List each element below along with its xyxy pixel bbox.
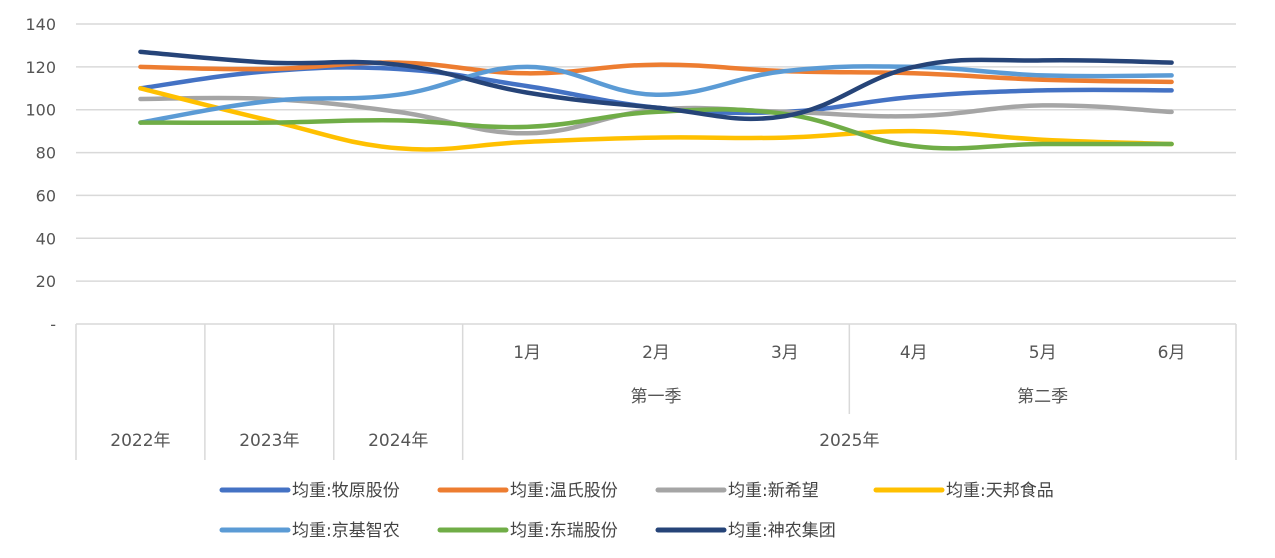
x-tick-label-month: 3月 <box>771 343 799 363</box>
x-tick-label-month: 1月 <box>513 343 541 363</box>
legend-item: 均重:温氏股份 <box>437 481 618 501</box>
x-tick-label-year: 2025年 <box>819 431 879 451</box>
legend-label: 均重:天邦食品 <box>946 481 1054 501</box>
x-tick-label-month: 6月 <box>1158 343 1186 363</box>
x-tick-label-quarter: 第二季 <box>1017 387 1068 407</box>
y-tick-label: 40 <box>36 229 56 248</box>
legend-label: 均重:温氏股份 <box>510 481 618 501</box>
series-lines <box>138 49 1174 152</box>
series-line-7 <box>138 49 1174 122</box>
legend-label: 均重:东瑞股份 <box>510 521 618 541</box>
y-tick-label: 120 <box>25 58 56 77</box>
y-tick-label: 100 <box>25 101 56 120</box>
legend-label: 均重:神农集团 <box>728 521 836 541</box>
x-tick-label-year: 2023年 <box>239 431 299 451</box>
y-tick-label: 140 <box>25 15 56 34</box>
legend-item: 均重:牧原股份 <box>219 481 400 501</box>
x-tick-label-quarter: 第一季 <box>631 387 682 407</box>
y-tick-label: - <box>50 315 56 334</box>
legend-label: 均重:牧原股份 <box>292 481 400 501</box>
legend-item: 均重:京基智农 <box>219 521 400 541</box>
y-tick-label: 60 <box>36 186 56 205</box>
x-tick-label-year: 2024年 <box>368 431 428 451</box>
legend-label: 均重:新希望 <box>728 481 819 501</box>
series-line-5 <box>138 64 1174 125</box>
legend-item: 均重:东瑞股份 <box>437 521 618 541</box>
x-tick-label-month: 4月 <box>900 343 928 363</box>
series-line-6 <box>138 107 1174 151</box>
series-line-2 <box>138 60 1174 85</box>
x-tick-label-month: 2月 <box>642 343 670 363</box>
legend-item: 均重:神农集团 <box>655 521 836 541</box>
y-tick-label: 20 <box>36 272 56 291</box>
x-tick-label-year: 2022年 <box>110 431 170 451</box>
x-tick-label-month: 5月 <box>1029 343 1057 363</box>
series-line-4 <box>138 86 1174 152</box>
legend-item: 均重:新希望 <box>655 481 819 501</box>
legend-item: 均重:天邦食品 <box>873 481 1054 501</box>
legend-label: 均重:京基智农 <box>292 521 400 541</box>
y-tick-label: 80 <box>36 144 56 163</box>
y-axis-tick-labels: - 20 40 60 80 100 120 140 <box>25 15 56 334</box>
